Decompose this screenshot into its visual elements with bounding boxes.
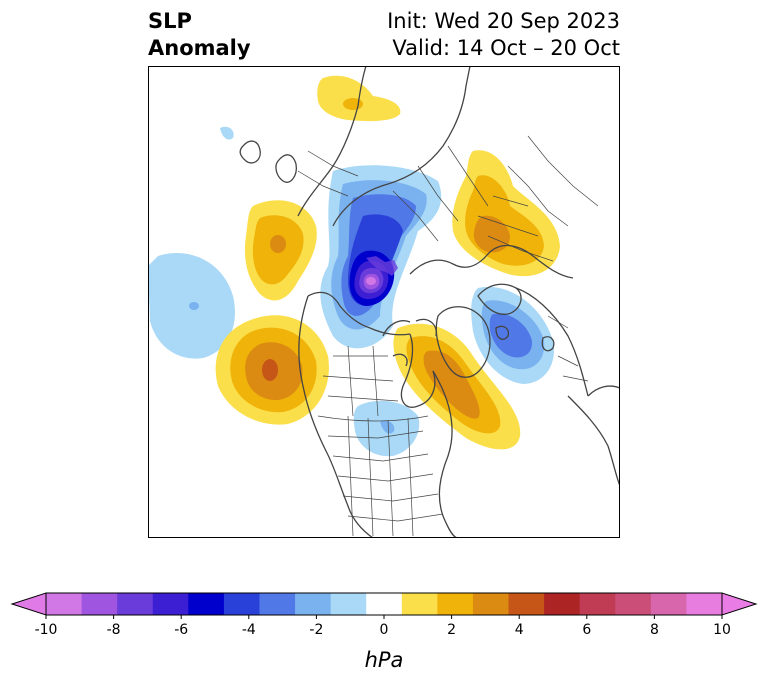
colorbar-swatch bbox=[117, 593, 154, 615]
negative-anomaly-north-america bbox=[353, 400, 420, 457]
forecast-dates: Init: Wed 20 Sep 2023 Valid: 14 Oct – 20… bbox=[387, 8, 620, 62]
colorbar-swatch bbox=[188, 593, 225, 615]
colorbar-tick-label: -4 bbox=[242, 622, 256, 638]
colorbar-tick-label: 6 bbox=[582, 622, 591, 638]
colorbar-swatch bbox=[650, 593, 687, 615]
colorbar-swatch bbox=[615, 593, 652, 615]
colorbar-swatch bbox=[81, 593, 118, 615]
colorbar-swatch bbox=[152, 593, 189, 615]
map-frame bbox=[148, 66, 620, 538]
colorbar-swatch bbox=[223, 593, 260, 615]
colorbar-tick-label: -10 bbox=[35, 622, 58, 638]
colorbar-tick-label: -2 bbox=[309, 622, 323, 638]
political-borders bbox=[297, 135, 599, 537]
colorbar-swatch bbox=[686, 593, 723, 615]
colorbar-swatch bbox=[401, 593, 438, 615]
colorbar-tick-label: 10 bbox=[713, 622, 731, 638]
colorbar-swatches bbox=[10, 592, 758, 616]
positive-anomaly-alaska-siberia bbox=[244, 200, 317, 301]
valid-range: Valid: 14 Oct – 20 Oct bbox=[392, 36, 620, 60]
colorbar-swatch bbox=[330, 593, 367, 615]
colorbar-label: hPa bbox=[365, 648, 404, 672]
map-title: SLP Anomaly bbox=[148, 8, 251, 62]
colorbar-swatch bbox=[366, 593, 403, 615]
colorbar-swatch bbox=[259, 593, 296, 615]
positive-anomaly-greenland bbox=[393, 323, 521, 450]
positive-anomaly-northeast-pacific bbox=[215, 315, 329, 425]
colorbar: -10 -8 -6 -4 -2 0 2 4 6 8 10 hPa bbox=[10, 592, 758, 672]
negative-anomaly-arctic bbox=[320, 165, 442, 349]
colorbar-swatch bbox=[295, 593, 332, 615]
colorbar-extend-max bbox=[721, 592, 758, 616]
title-line-anomaly: Anomaly bbox=[148, 36, 251, 60]
colorbar-tick-label: 2 bbox=[447, 622, 456, 638]
colorbar-tick-label: 0 bbox=[380, 622, 389, 638]
colorbar-swatch bbox=[437, 593, 474, 615]
colorbar-extend-min bbox=[10, 592, 47, 616]
colorbar-tick-label: -8 bbox=[107, 622, 121, 638]
colorbar-ticks: -10 -8 -6 -4 -2 0 2 4 6 8 10 bbox=[35, 615, 731, 638]
colorbar-swatch bbox=[579, 593, 616, 615]
negative-anomaly-north-pacific bbox=[148, 126, 235, 359]
colorbar-tick-label: 8 bbox=[650, 622, 659, 638]
colorbar-tick-label: -6 bbox=[174, 622, 188, 638]
title-line-slp: SLP bbox=[148, 9, 192, 33]
slp-anomaly-map bbox=[148, 66, 620, 538]
colorbar-swatch bbox=[46, 593, 83, 615]
negative-anomaly-barents bbox=[471, 286, 554, 384]
positive-anomaly-siberia bbox=[452, 150, 560, 277]
init-date: Init: Wed 20 Sep 2023 bbox=[387, 9, 620, 33]
colorbar-swatch bbox=[544, 593, 581, 615]
colorbar-tick-label: 4 bbox=[515, 622, 524, 638]
colorbar-swatch bbox=[472, 593, 510, 615]
colorbar-swatch bbox=[508, 593, 545, 615]
